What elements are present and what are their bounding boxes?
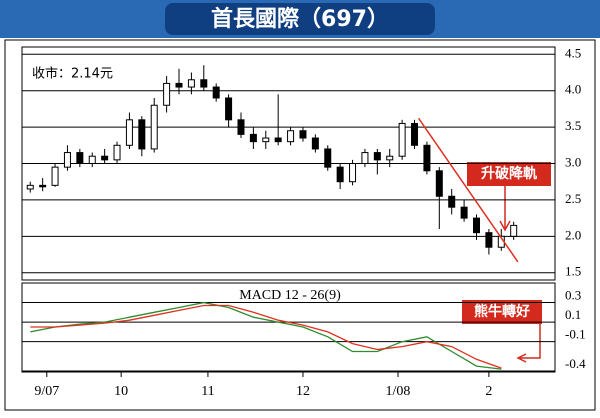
candle-body [349, 163, 357, 183]
y-tick-label: -0.1 [565, 327, 586, 342]
y-tick-label: 4.0 [565, 82, 581, 97]
candle-body [113, 144, 121, 161]
candle-body [299, 130, 307, 139]
candle-body [88, 155, 96, 164]
candle-body [361, 152, 369, 164]
candle-body [63, 152, 71, 168]
signal-arrow [516, 324, 541, 363]
candle-body [336, 166, 344, 183]
candle-body [373, 152, 381, 161]
candle-body [163, 82, 171, 106]
candle-body [26, 184, 34, 190]
y-tick-label: 3.5 [565, 118, 581, 133]
candle-body [460, 206, 468, 219]
candle-body [411, 122, 419, 146]
signal-box [467, 162, 551, 186]
candle-body [510, 224, 518, 237]
y-tick-label: 2.0 [565, 227, 581, 242]
candle-body [175, 82, 183, 88]
y-tick-label: 3.0 [565, 154, 581, 169]
candle-body [262, 137, 270, 143]
candle-body [51, 166, 59, 186]
y-tick-label: 0.1 [565, 307, 581, 322]
y-tick-label: -0.4 [565, 356, 586, 371]
close-annotation: 收市：2.14元 [32, 66, 113, 82]
candle-body [212, 86, 220, 99]
candle-body [311, 137, 319, 150]
x-tick-label: 11 [201, 384, 214, 399]
candle-body [200, 79, 208, 88]
chart-title: 首長國際（697） [211, 6, 389, 32]
candle-body [386, 155, 394, 161]
x-tick-label: 12 [296, 384, 310, 399]
macd-title: MACD 12 - 26(9) [239, 288, 341, 303]
candle-body [274, 137, 282, 143]
candle-body [187, 79, 195, 88]
candle-body [485, 232, 493, 248]
candle-body [125, 119, 133, 146]
trend-line [418, 117, 519, 263]
candle-body [448, 195, 456, 208]
candle-body [287, 130, 295, 143]
candle-body [472, 217, 480, 234]
candle-body [435, 170, 443, 197]
candle-body [249, 133, 257, 143]
title-box [165, 3, 435, 35]
candle-body [39, 184, 47, 188]
candle-body [150, 104, 158, 150]
signal-label: 熊牛轉好 [474, 303, 530, 320]
candle-body [324, 148, 332, 168]
candle-body [225, 97, 233, 121]
candle-body [237, 119, 245, 135]
candle-body [101, 155, 109, 161]
y-tick-label: 2.5 [565, 191, 581, 206]
x-tick-label: 10 [114, 384, 128, 399]
x-tick-label: 9/07 [34, 384, 59, 399]
macd-line [30, 301, 502, 370]
macd-panel [21, 282, 556, 373]
candle-body [138, 119, 146, 150]
candle-body [423, 144, 431, 172]
y-tick-label: 0.3 [565, 288, 581, 303]
candle-body [76, 152, 84, 164]
signal-arrow [499, 186, 511, 232]
candle-body [398, 122, 406, 157]
x-tick-label: 1/08 [386, 384, 411, 399]
frame [4, 39, 596, 411]
y-tick-label: 1.5 [565, 264, 581, 279]
y-tick-label: 4.5 [565, 45, 581, 60]
macd-line [30, 304, 502, 369]
signal-label: 升破降軌 [481, 165, 537, 182]
signal-box [462, 300, 542, 324]
x-tick-label: 2 [485, 384, 492, 399]
